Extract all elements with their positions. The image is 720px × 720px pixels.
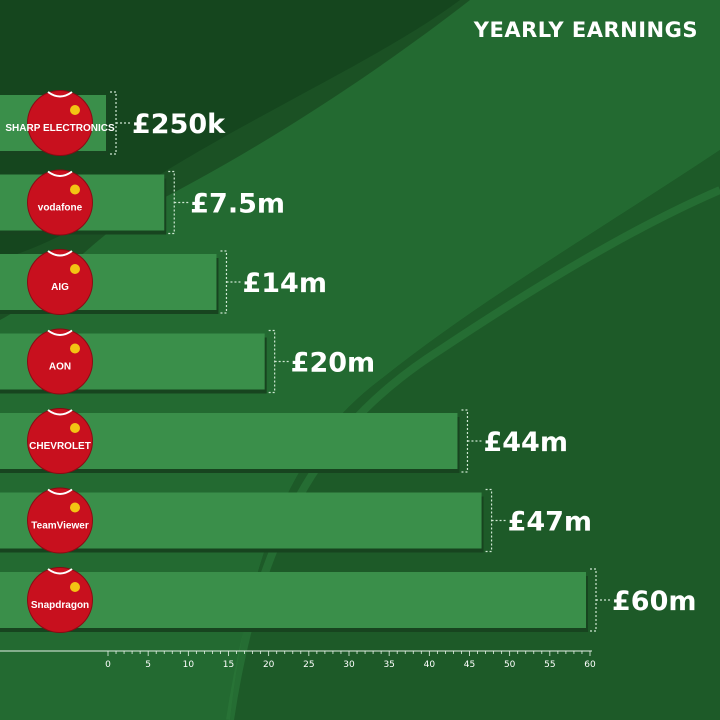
bar-value-label: £44m: [483, 427, 568, 458]
shirt-sponsor: TeamViewer: [31, 521, 89, 532]
x-tick-label: 45: [464, 660, 475, 670]
x-tick-label: 10: [183, 660, 195, 670]
bar-value-label: £60m: [612, 586, 697, 617]
bar-row: TeamViewer £47m: [0, 487, 592, 554]
crest-icon: [70, 423, 80, 433]
shirt-sponsor: CHEVROLET: [29, 441, 91, 452]
bar-value-label: £20m: [291, 348, 376, 379]
value-bracket: [220, 250, 228, 314]
shirt-sponsor: AON: [49, 362, 71, 373]
crest-icon: [70, 502, 80, 513]
crest-icon: [70, 105, 80, 115]
shirt-collar: [47, 329, 73, 336]
x-axis: 0 5 10 15 20 25 30 35 40 45 50 55 60: [0, 650, 596, 670]
x-tick-label: 35: [383, 660, 394, 670]
bar-row: SHARP ELECTRONICS £250k: [0, 90, 226, 156]
bar-value-label: £250k: [132, 109, 226, 140]
shirt-collar: [47, 568, 73, 575]
shirt-collar: [47, 250, 73, 257]
x-tick-label: 40: [424, 660, 436, 670]
bar-value-label: £14m: [242, 268, 327, 299]
bar-value-label: £47m: [508, 507, 592, 538]
shirt-sponsor: Snapdragon: [31, 600, 89, 611]
shirt-collar: [47, 91, 73, 98]
shirt-sponsor: vodafone: [38, 203, 83, 214]
shirt-collar: [47, 170, 73, 177]
shirt-collar: [47, 409, 73, 416]
value-bracket: [268, 329, 276, 394]
bar-row: vodafone £7.5m: [0, 169, 285, 236]
bar-value-label: £7.5m: [190, 189, 285, 220]
crest-icon: [70, 264, 80, 274]
bar-row: Snapdragon £60m: [0, 567, 697, 633]
value-bracket: [485, 488, 493, 553]
shirt-collar: [47, 488, 73, 495]
crest-icon: [70, 184, 80, 195]
x-tick-label: 60: [584, 660, 596, 670]
x-tick-label: 55: [544, 660, 555, 670]
value-bracket: [461, 409, 469, 473]
x-tick-label: 5: [145, 660, 151, 670]
shirt-sponsor: AIG: [51, 282, 69, 293]
bar-row: AIG £14m: [0, 249, 327, 315]
shirt-sponsor: SHARP ELECTRONICS: [5, 123, 115, 134]
x-tick-label: 20: [263, 660, 275, 670]
crest-icon: [70, 343, 80, 354]
chart-title: YEARLY EARNINGS: [473, 18, 698, 42]
x-tick-label: 30: [343, 660, 355, 670]
crest-icon: [70, 582, 80, 592]
x-tick-label: 25: [303, 660, 314, 670]
x-tick-label: 0: [105, 660, 111, 670]
value-bracket: [590, 568, 597, 632]
value-bracket: [110, 91, 117, 155]
bar: [0, 572, 586, 628]
x-tick-label: 50: [504, 660, 516, 670]
x-tick-label: 15: [223, 660, 234, 670]
value-bracket: [168, 170, 175, 235]
bar-row: AON £20m: [0, 328, 376, 395]
bar-row: CHEVROLET £44m: [0, 408, 568, 474]
